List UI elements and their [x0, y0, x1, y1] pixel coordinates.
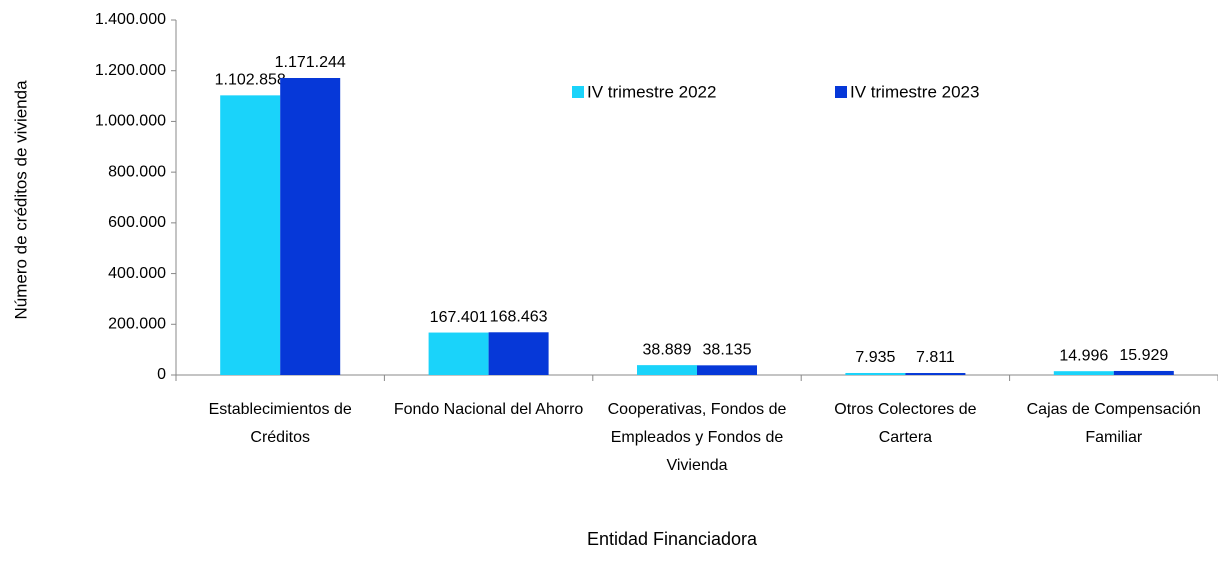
- data-label: 38.135: [703, 342, 752, 359]
- data-label: 168.463: [490, 309, 548, 326]
- bar: [1113, 370, 1174, 375]
- x-tick-label: Fondo Nacional del Ahorro: [393, 401, 584, 418]
- y-tick-label: 1.000.000: [95, 113, 166, 130]
- data-label: 38.889: [643, 341, 692, 358]
- legend-label: IV trimestre 2023: [850, 82, 979, 101]
- data-label: 1.171.244: [275, 54, 346, 71]
- legend-swatch: [835, 86, 847, 98]
- data-label: 1.102.858: [215, 72, 286, 89]
- data-label: 167.401: [430, 309, 488, 326]
- bar: [428, 332, 489, 375]
- bar: [905, 373, 966, 375]
- bar: [280, 78, 341, 376]
- y-tick-label: 1.400.000: [95, 11, 166, 28]
- x-tick-label: Otros Colectores de Cartera: [834, 401, 977, 446]
- bar: [697, 365, 757, 375]
- data-label: 7.935: [855, 349, 895, 366]
- bar: [845, 372, 906, 375]
- x-tick-label: Cooperativas, Fondos de Empleados y Fond…: [607, 401, 787, 474]
- legend-label: IV trimestre 2022: [587, 82, 716, 101]
- bar: [637, 365, 697, 375]
- y-tick-label: 600.000: [108, 214, 166, 231]
- bar: [220, 95, 281, 376]
- x-tick-label: Cajas de Compensación Familiar: [1026, 401, 1201, 446]
- y-axis-title: Número de créditos de vivienda: [11, 80, 30, 320]
- x-tick-label: Establecimientos de Créditos: [208, 401, 352, 446]
- data-label: 7.811: [916, 349, 955, 366]
- y-tick-label: 400.000: [108, 265, 166, 282]
- y-tick-label: 0: [157, 366, 166, 383]
- data-label: 14.996: [1059, 347, 1108, 364]
- bar: [1053, 371, 1114, 375]
- y-tick-label: 200.000: [108, 316, 166, 333]
- x-axis-title: Entidad Financiadora: [587, 529, 758, 549]
- legend-swatch: [572, 86, 584, 98]
- data-label: 15.929: [1119, 347, 1168, 364]
- y-tick-label: 1.200.000: [95, 62, 166, 79]
- y-tick-label: 800.000: [108, 163, 166, 180]
- bar: [488, 332, 549, 375]
